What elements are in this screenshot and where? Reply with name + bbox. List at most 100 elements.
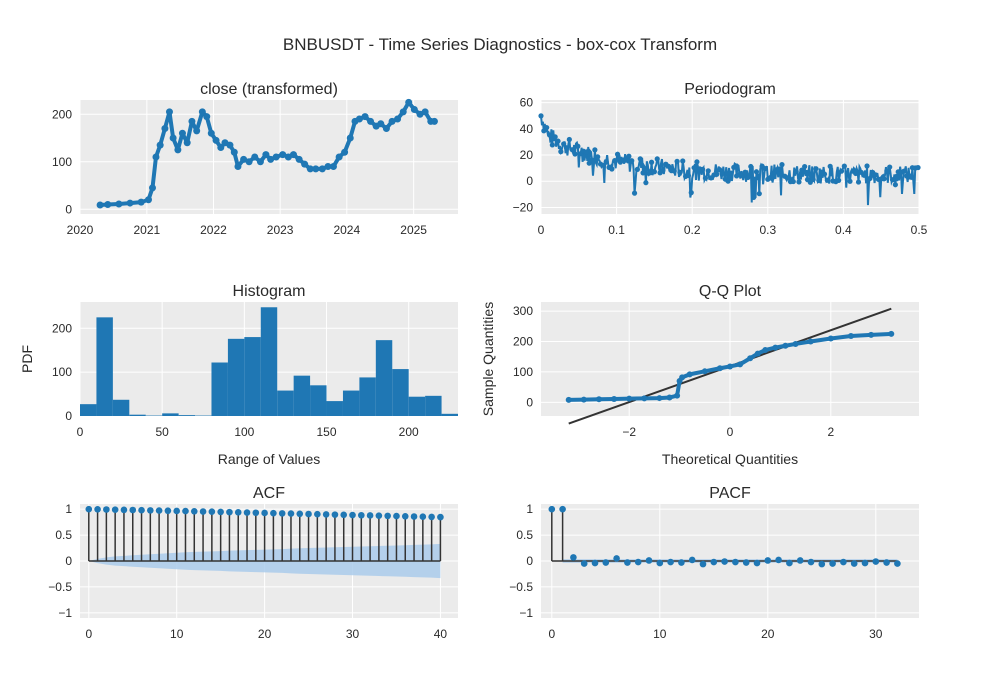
histogram-marks [80, 307, 458, 416]
histogram-bar [342, 390, 360, 416]
close-x-tick-label: 2025 [400, 223, 427, 237]
qq-data-point [580, 396, 587, 403]
qq-y-tick-label: 200 [513, 335, 533, 349]
close-data-point [152, 153, 160, 161]
close-data-point [240, 155, 248, 163]
periodogram-point [637, 156, 643, 162]
close-x-tick-label: 2020 [67, 223, 94, 237]
periodogram-point [889, 177, 896, 183]
close-data-point [346, 134, 354, 142]
periodogram-point [790, 178, 796, 185]
pacf-marker [742, 559, 750, 566]
acf-y-tick-label: −0.5 [48, 580, 72, 594]
close-marks [96, 98, 438, 209]
close-data-point [341, 148, 349, 156]
periodogram-point [609, 166, 615, 172]
periodogram-point [665, 163, 672, 169]
acf-marker [384, 512, 391, 520]
periodogram-x-tick-label: 0.1 [608, 223, 625, 237]
acf-marker [226, 508, 233, 516]
pacf-subplot: 0 10 20 30 −1 −0.5 0 0.5 1 PACF [509, 485, 919, 641]
figure-title: BNBUSDT - Time Series Diagnostics - box-… [283, 35, 717, 54]
qq-data-point [611, 395, 618, 402]
acf-marker [296, 510, 304, 518]
pacf-y-tick-label: 1 [526, 502, 533, 516]
acf-marker [103, 506, 110, 513]
close-data-point [165, 108, 173, 116]
histogram-y-tick-label: 0 [65, 409, 72, 423]
qq-data-point [641, 395, 648, 402]
pacf-x-tick-label: 30 [869, 627, 883, 641]
close-subplot: 2020 2021 2022 2023 2024 2025 0 100 200 close (tr… [52, 81, 458, 237]
qq-x-tick-label: −2 [622, 425, 636, 439]
qq-data-point [868, 331, 875, 338]
pacf-marker [807, 558, 815, 566]
periodogram-point [719, 170, 726, 176]
pacf-marker [732, 558, 739, 566]
acf-marks [85, 505, 444, 579]
acf-subplot: 0 10 20 30 40 −1 −0.5 0 0.5 1 ACF [48, 485, 458, 641]
qq-data-point [666, 394, 673, 401]
close-data-point [234, 163, 242, 170]
acf-marker [217, 508, 224, 516]
close-data-point [355, 115, 363, 123]
pacf-marks [548, 505, 901, 568]
acf-marker [111, 506, 119, 513]
acf-marker [190, 508, 198, 515]
close-data-point [335, 153, 343, 161]
pacf-title: PACF [709, 485, 751, 502]
histogram-title: Histogram [233, 283, 306, 300]
periodogram-point [589, 157, 595, 163]
periodogram-point [821, 171, 828, 177]
periodogram-point [770, 174, 777, 180]
periodogram-point [762, 165, 768, 172]
periodogram-point [699, 166, 706, 172]
acf-y-tick-label: 0.5 [55, 528, 72, 542]
histogram-x-tick-label: 150 [317, 425, 337, 439]
periodogram-point [555, 138, 561, 144]
acf-x-tick-label: 40 [434, 627, 448, 641]
histogram-bar [227, 338, 245, 416]
close-data-point [217, 144, 225, 151]
close-data-point [306, 165, 314, 173]
histogram-bar [112, 399, 130, 416]
periodogram-point [651, 169, 658, 175]
acf-x-tick-label: 0 [85, 627, 92, 641]
qq-data-point [626, 395, 633, 402]
acf-title: ACF [253, 485, 285, 502]
qq-y-tick-label: 0 [526, 395, 533, 409]
qq-title: Q-Q Plot [699, 283, 762, 300]
close-data-point [377, 120, 385, 128]
pacf-marker [829, 560, 836, 567]
close-data-point [318, 165, 326, 173]
qq-data-point [656, 395, 663, 402]
qq-data-point [847, 333, 854, 340]
acf-marker [375, 512, 383, 519]
periodogram-point [796, 179, 802, 185]
periodogram-point [603, 159, 609, 165]
close-data-point [183, 139, 191, 147]
close-data-point [405, 98, 413, 106]
periodogram-point [677, 169, 683, 175]
periodogram-point [881, 176, 887, 182]
acf-marker [419, 513, 427, 520]
periodogram-point [793, 168, 799, 175]
periodogram-point [546, 132, 553, 138]
close-data-point [169, 134, 177, 142]
pacf-marker [840, 558, 847, 566]
periodogram-point [776, 166, 782, 172]
acf-marker [270, 509, 277, 517]
histogram-bar [244, 337, 261, 416]
pacf-marker [559, 505, 566, 513]
periodogram-plot-area [541, 100, 919, 214]
periodogram-point [841, 163, 847, 169]
acf-marker [287, 510, 295, 517]
pacf-marker [602, 559, 610, 566]
pacf-marker [796, 557, 804, 564]
periodogram-point [901, 168, 907, 174]
close-data-point [301, 160, 309, 168]
histogram-bar [80, 404, 97, 416]
periodogram-point [748, 163, 754, 170]
periodogram-y-tick-label: 0 [526, 174, 533, 188]
